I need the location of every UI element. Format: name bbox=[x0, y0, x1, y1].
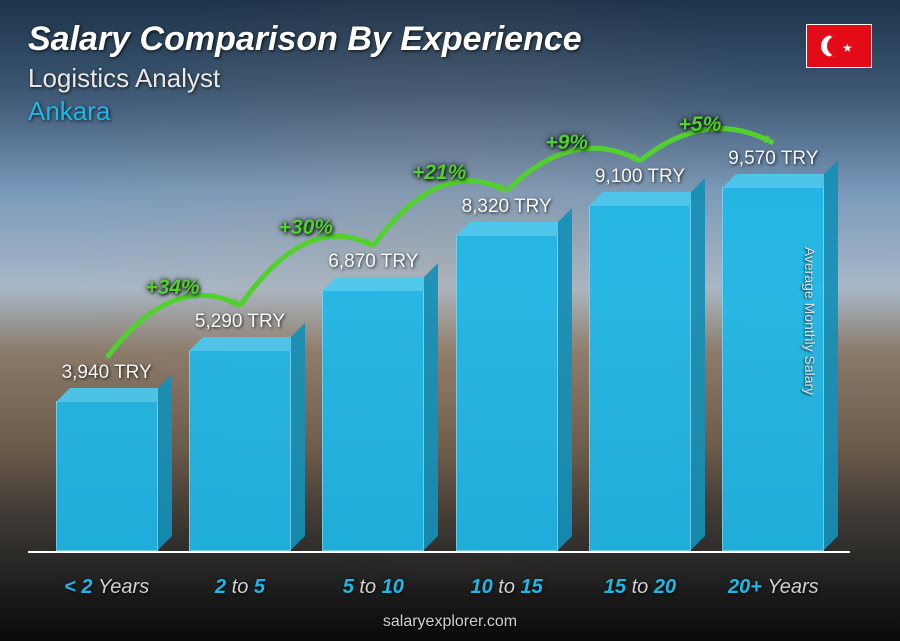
bar-container: 3,940 TRY 5,290 TRY 6,870 TRY 8,320 TRY 9,10… bbox=[40, 111, 840, 551]
x-axis-label: 10 to 15 bbox=[440, 576, 573, 599]
x-axis-label: 15 to 20 bbox=[573, 576, 706, 599]
x-axis-labels: < 2 Years2 to 55 to 1010 to 1515 to 2020… bbox=[40, 576, 840, 599]
bar-group: 9,100 TRY bbox=[573, 205, 706, 551]
x-axis-label: < 2 Years bbox=[40, 576, 173, 599]
bar-group: 5,290 TRY bbox=[173, 350, 306, 551]
bar: 5,290 TRY bbox=[189, 350, 291, 551]
bar-group: 6,870 TRY bbox=[307, 290, 440, 551]
chart-area: 3,940 TRY 5,290 TRY 6,870 TRY 8,320 TRY 9,10… bbox=[40, 111, 840, 551]
bar-group: 8,320 TRY bbox=[440, 235, 573, 551]
y-axis-label: Average Monthly Salary bbox=[802, 246, 818, 394]
header: Salary Comparison By Experience Logistic… bbox=[28, 20, 872, 127]
bar: 6,870 TRY bbox=[322, 290, 424, 551]
bar-group: 9,570 TRY bbox=[707, 187, 840, 551]
bar: 8,320 TRY bbox=[456, 235, 558, 551]
source-footer: salaryexplorer.com bbox=[0, 613, 900, 631]
chart-title: Salary Comparison By Experience bbox=[28, 20, 872, 59]
bar-value-label: 8,320 TRY bbox=[462, 196, 552, 218]
turkey-flag-icon: ★ bbox=[807, 25, 871, 67]
chart-subtitle: Logistics Analyst bbox=[28, 63, 872, 94]
bar-value-label: 9,570 TRY bbox=[728, 148, 818, 170]
x-axis-label: 5 to 10 bbox=[307, 576, 440, 599]
x-axis-label: 2 to 5 bbox=[173, 576, 306, 599]
x-axis-line bbox=[28, 551, 850, 553]
bar-value-label: 3,940 TRY bbox=[62, 362, 152, 384]
bar-value-label: 5,290 TRY bbox=[195, 311, 285, 333]
infographic-container: Salary Comparison By Experience Logistic… bbox=[0, 0, 900, 641]
bar: 9,100 TRY bbox=[589, 205, 691, 551]
x-axis-label: 20+ Years bbox=[707, 576, 840, 599]
bar-group: 3,940 TRY bbox=[40, 401, 173, 551]
bar: 3,940 TRY bbox=[56, 401, 158, 551]
chart-location: Ankara bbox=[28, 96, 872, 127]
bar-value-label: 9,100 TRY bbox=[595, 166, 685, 188]
country-flag: ★ bbox=[806, 24, 872, 68]
bar-value-label: 6,870 TRY bbox=[328, 251, 418, 273]
